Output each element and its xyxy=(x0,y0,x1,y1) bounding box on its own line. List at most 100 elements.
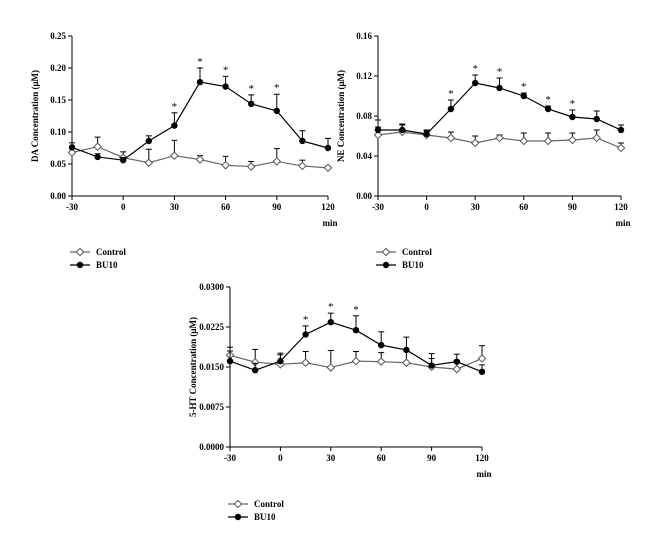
y-tick-label: 0.04 xyxy=(356,151,372,161)
data-point xyxy=(351,356,361,366)
series-control xyxy=(373,123,626,153)
data-point xyxy=(378,341,385,349)
data-point xyxy=(273,107,280,115)
significance-star: * xyxy=(328,301,334,313)
data-point xyxy=(170,151,179,160)
data-point xyxy=(272,157,282,166)
x-tick-label: 60 xyxy=(221,202,231,212)
data-point xyxy=(520,92,527,100)
significance-star: * xyxy=(303,314,309,326)
x-tick-label: 120 xyxy=(321,202,335,212)
significance-star: * xyxy=(248,83,254,95)
y-tick-label: 0.00 xyxy=(50,191,66,201)
y-tick-label: 0.0000 xyxy=(199,442,224,452)
series-bu10 xyxy=(68,67,332,164)
series-bu10 xyxy=(374,74,625,138)
data-point xyxy=(195,155,205,164)
data-point xyxy=(519,136,529,146)
significance-star: * xyxy=(172,101,178,113)
legend-label: BU10 xyxy=(254,512,276,522)
y-tick-label: 0.08 xyxy=(356,111,372,121)
data-point xyxy=(543,136,553,146)
chart-1: 0.00 0.05 0.10 0.15 0.20 0.25 -30 0 30 60 90 120 min… xyxy=(30,31,338,270)
data-point xyxy=(301,358,310,368)
y-tick-label: 0.15 xyxy=(50,95,66,105)
legend-label: Control xyxy=(254,499,284,509)
x-tick-label: 120 xyxy=(614,202,628,212)
legend-label: BU10 xyxy=(96,260,118,270)
data-point xyxy=(496,84,503,92)
data-point xyxy=(428,362,435,369)
y-tick-label: 0.05 xyxy=(50,159,66,169)
legend: Control BU10 xyxy=(376,247,432,270)
legend-label: Control xyxy=(96,247,126,257)
data-point xyxy=(252,367,259,374)
y-axis-title: DA Concentration (μM) xyxy=(30,70,40,162)
series-control xyxy=(225,345,487,374)
data-point xyxy=(569,113,576,121)
data-point xyxy=(544,105,552,113)
legend-marker xyxy=(381,247,391,257)
y-tick-label: 0.0075 xyxy=(199,402,224,412)
x-tick-label: 30 xyxy=(471,202,481,212)
data-point xyxy=(326,363,336,372)
x-tick-label: -30 xyxy=(66,202,78,212)
data-point xyxy=(592,133,602,143)
significance-star: * xyxy=(545,94,551,106)
y-tick-label: 0.20 xyxy=(50,63,66,73)
x-tick-label: 90 xyxy=(427,453,437,463)
legend-label: Control xyxy=(402,247,432,257)
data-point xyxy=(94,153,101,161)
legend: Control BU10 xyxy=(228,499,284,522)
significance-star: * xyxy=(472,63,478,75)
data-point xyxy=(373,130,383,140)
y-tick-label: 0.0225 xyxy=(199,322,224,332)
y-tick-label: 0.0150 xyxy=(199,362,224,372)
data-point xyxy=(568,135,577,145)
legend: Control BU10 xyxy=(70,247,126,270)
significance-star: * xyxy=(223,64,229,76)
data-point xyxy=(472,79,479,87)
data-point xyxy=(403,346,410,354)
data-point xyxy=(67,148,77,157)
x-tick-label: 0 xyxy=(278,453,283,463)
significance-star: * xyxy=(448,88,454,100)
chart-2: 0.00 0.04 0.08 0.12 0.16 -30 0 30 60 90 120 min NE C… xyxy=(336,31,631,270)
y-tick-label: 0.00 xyxy=(356,191,372,201)
data-point xyxy=(423,130,430,138)
significance-star: * xyxy=(497,66,503,78)
significance-star: * xyxy=(570,98,576,110)
data-point xyxy=(222,83,229,90)
data-point xyxy=(402,358,411,368)
significance-star: * xyxy=(274,82,280,94)
data-point xyxy=(453,358,460,365)
data-point xyxy=(298,161,307,171)
legend-marker xyxy=(382,261,390,269)
data-point xyxy=(221,160,230,170)
data-point xyxy=(617,126,625,134)
y-tick-label: 0.10 xyxy=(50,127,66,137)
data-point xyxy=(302,331,309,338)
legend-marker xyxy=(75,247,85,257)
data-point xyxy=(68,144,76,151)
data-point xyxy=(299,137,306,145)
data-point xyxy=(171,122,178,129)
data-point xyxy=(376,357,386,366)
x-tick-label: 60 xyxy=(377,453,387,463)
data-point xyxy=(196,78,204,86)
data-point xyxy=(120,156,127,164)
x-tick-label: 0 xyxy=(121,202,126,212)
data-point xyxy=(93,142,102,152)
data-point xyxy=(145,137,152,145)
significance-star: * xyxy=(521,81,527,93)
x-tick-label: -30 xyxy=(224,453,236,463)
data-point xyxy=(352,327,360,334)
data-point xyxy=(248,100,255,108)
x-tick-label: 0 xyxy=(424,202,429,212)
x-tick-label: 90 xyxy=(272,202,282,212)
series-bu10 xyxy=(226,312,486,375)
data-point xyxy=(446,133,456,143)
data-point xyxy=(144,158,154,168)
x-tick-label: 30 xyxy=(326,453,336,463)
